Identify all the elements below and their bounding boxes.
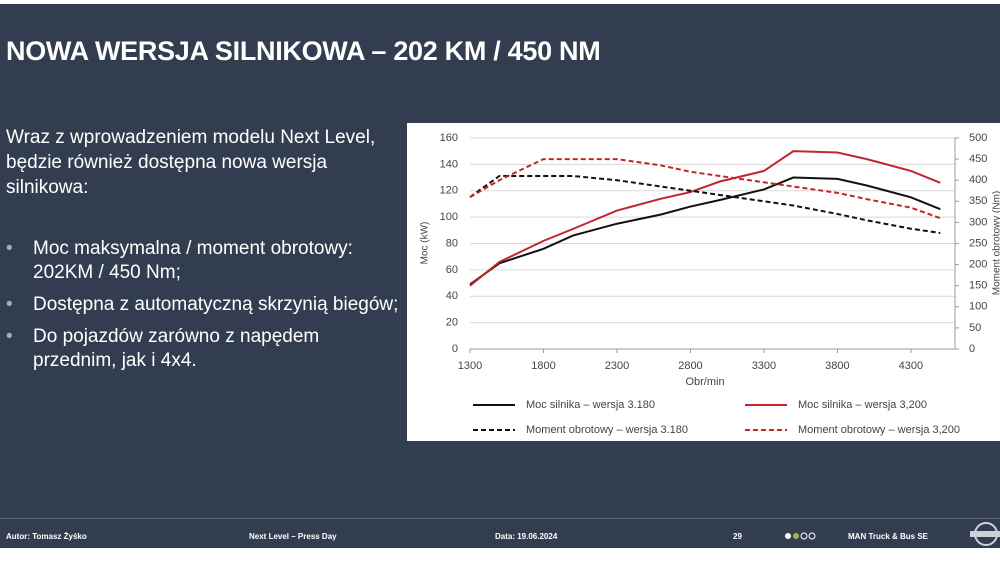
y2-tick-label: 0 bbox=[969, 343, 975, 355]
x-tick-label: 3800 bbox=[825, 360, 849, 372]
y-tick-label: 0 bbox=[452, 343, 458, 355]
slide-title: NOWA WERSJA SILNIKOWA – 202 KM / 450 NM bbox=[6, 36, 601, 66]
x-tick-label: 1300 bbox=[458, 360, 482, 372]
y-tick-label: 40 bbox=[446, 290, 458, 302]
line-series bbox=[469, 158, 941, 220]
footer-date: Data: 19.06.2024 bbox=[495, 532, 558, 541]
bullet-list: Moc maksymalna / moment obrotowy: 202KM … bbox=[6, 237, 406, 381]
footer-author: Autor: Tomasz Żyśko bbox=[6, 532, 87, 541]
y-tick-label: 60 bbox=[446, 264, 458, 276]
y2-axis-label: Moment obrotowy (Nm) bbox=[992, 191, 1000, 295]
intro-text: Wraz z wprowadzeniem modelu Next Level, … bbox=[6, 127, 376, 198]
y2-tick-label: 500 bbox=[969, 132, 987, 144]
y2-tick-label: 450 bbox=[969, 153, 987, 165]
footer-page: 29 bbox=[733, 532, 742, 541]
legend-label: Moc silnika – wersja 3.180 bbox=[526, 399, 655, 411]
y2-tick-label: 350 bbox=[969, 195, 987, 207]
y-tick-label: 80 bbox=[446, 237, 458, 249]
y2-tick-label: 200 bbox=[969, 259, 987, 271]
x-tick-label: 2800 bbox=[678, 360, 702, 372]
footer-event: Next Level – Press Day bbox=[249, 532, 337, 541]
y2-tick-label: 50 bbox=[969, 322, 981, 334]
logo bbox=[970, 522, 1000, 546]
bullet: Do pojazdów zarówno z napędem przednim, … bbox=[6, 325, 406, 373]
legend-label: Moment obrotowy – wersja 3,200 bbox=[798, 424, 960, 436]
y-tick-label: 140 bbox=[440, 158, 458, 170]
x-tick-label: 3300 bbox=[752, 360, 776, 372]
y-tick-label: 100 bbox=[440, 211, 458, 223]
x-tick-label: 1800 bbox=[531, 360, 555, 372]
y2-tick-label: 150 bbox=[969, 280, 987, 292]
y2-tick-label: 300 bbox=[969, 216, 987, 228]
footer-company: MAN Truck & Bus SE bbox=[848, 532, 929, 541]
y-tick-label: 160 bbox=[440, 132, 458, 144]
legend-label: Moc silnika – wersja 3,200 bbox=[798, 399, 927, 411]
y-tick-label: 20 bbox=[446, 317, 458, 329]
line-series bbox=[469, 150, 941, 287]
footer-line bbox=[0, 518, 1000, 519]
y2-tick-label: 250 bbox=[969, 237, 987, 249]
line-series bbox=[469, 174, 941, 234]
y-axis-label: Moc (kW) bbox=[420, 222, 431, 265]
legend-label: Moment obrotowy – wersja 3.180 bbox=[526, 424, 688, 436]
bullet: Dostępna z automatyczną skrzynią biegów; bbox=[6, 293, 406, 317]
y2-tick-label: 100 bbox=[969, 301, 987, 313]
x-tick-label: 2300 bbox=[605, 360, 629, 372]
y2-tick-label: 400 bbox=[969, 174, 987, 186]
footer-dots bbox=[785, 532, 816, 540]
x-axis-label: Obr/min bbox=[685, 376, 724, 388]
y-tick-label: 120 bbox=[440, 185, 458, 197]
bullet: Moc maksymalna / moment obrotowy: 202KM … bbox=[6, 237, 406, 285]
x-tick-label: 4300 bbox=[899, 360, 923, 372]
line-series bbox=[469, 176, 941, 286]
